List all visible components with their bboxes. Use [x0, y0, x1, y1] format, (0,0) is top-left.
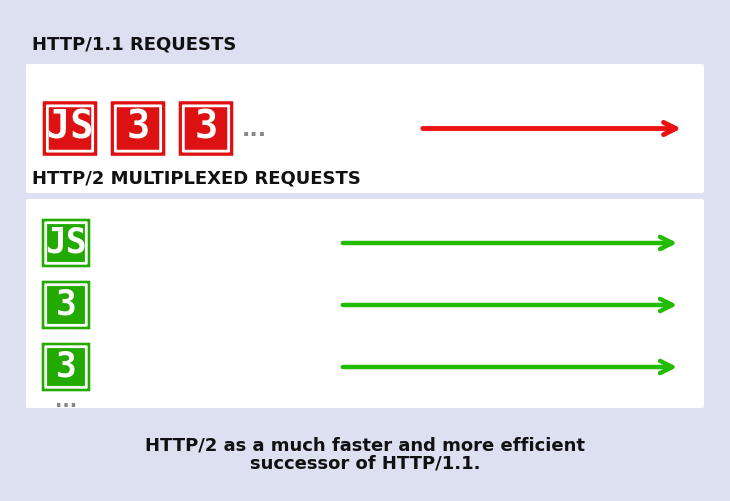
Text: HTTP/2 MULTIPLEXED REQUESTS: HTTP/2 MULTIPLEXED REQUESTS	[32, 170, 361, 188]
Text: 3: 3	[55, 287, 77, 321]
Text: HTTP/1.1 REQUESTS: HTTP/1.1 REQUESTS	[32, 35, 237, 53]
Text: ...: ...	[55, 392, 77, 411]
Text: 3: 3	[194, 109, 218, 146]
FancyBboxPatch shape	[26, 199, 704, 408]
FancyBboxPatch shape	[40, 280, 92, 331]
FancyBboxPatch shape	[41, 100, 99, 158]
Text: 3: 3	[126, 109, 150, 146]
Text: HTTP/2 as a much faster and more efficient: HTTP/2 as a much faster and more efficie…	[145, 436, 585, 454]
FancyBboxPatch shape	[177, 100, 235, 158]
Text: JS: JS	[45, 225, 87, 259]
FancyBboxPatch shape	[40, 341, 92, 393]
FancyBboxPatch shape	[109, 100, 167, 158]
Text: JS: JS	[47, 109, 93, 146]
FancyBboxPatch shape	[40, 217, 92, 270]
Text: successor of HTTP/1.1.: successor of HTTP/1.1.	[250, 454, 480, 472]
FancyBboxPatch shape	[26, 65, 704, 193]
Text: ...: ...	[242, 119, 266, 139]
Text: 3: 3	[55, 349, 77, 383]
